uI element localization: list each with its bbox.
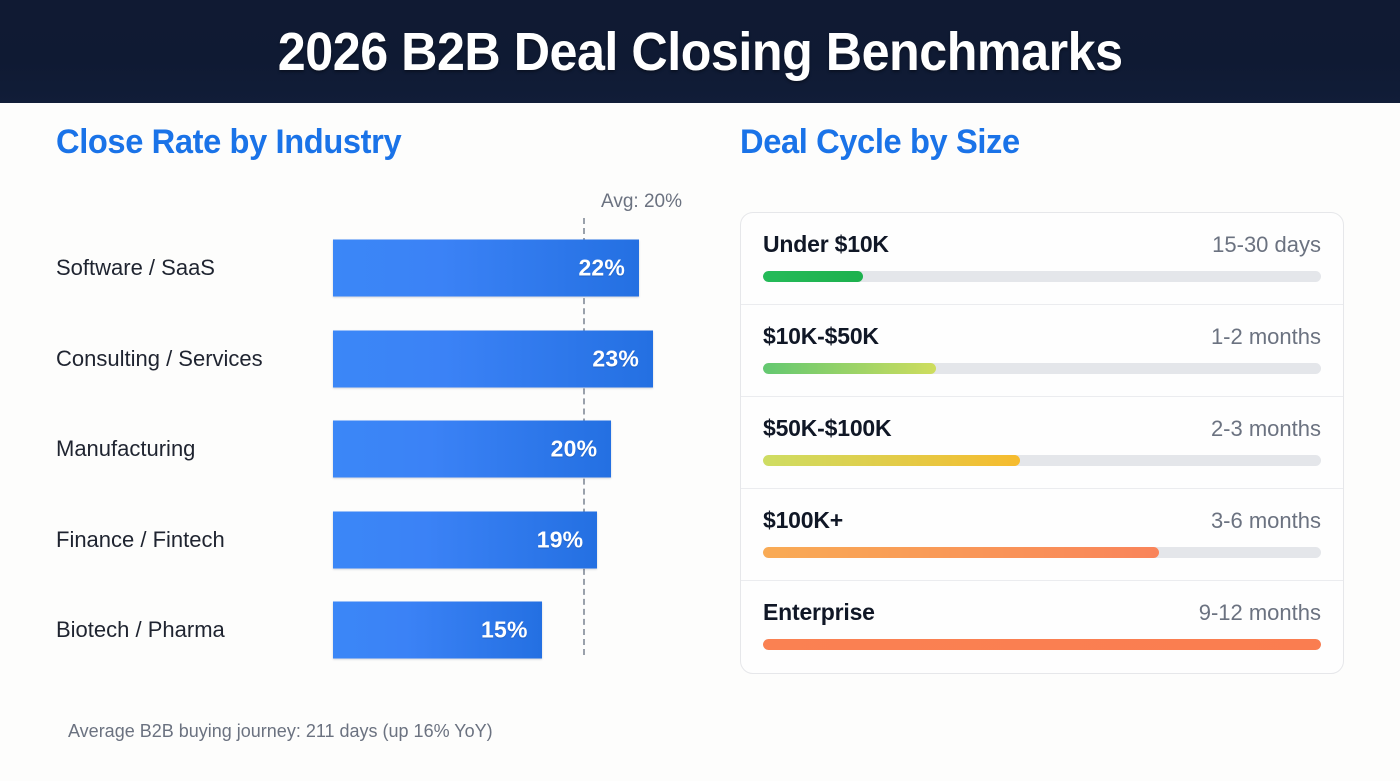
bar-fill: 22% [333,239,640,297]
bar-row-list: Software / SaaS 22% Consulting / Services 2… [56,223,696,676]
deal-size-label: Under $10K [763,231,889,257]
deal-cycle-row-header: Enterprise 9-12 months [763,601,1321,624]
bar-track: 19% [333,495,696,586]
deal-cycle-row: Under $10K 15-30 days [741,213,1343,305]
deal-size-label: $100K+ [763,507,844,533]
deal-duration-value: 3-6 months [1210,508,1321,533]
progress-fill [763,547,1160,558]
deal-cycle-heading: Deal Cycle by Size [740,123,1020,161]
deal-cycle-row: $100K+ 3-6 months [741,489,1343,581]
bar-category-label: Finance / Fintech [56,526,225,552]
progress-fill [763,271,864,282]
close-rate-chart: Avg: 20% Software / SaaS 22% Consulting / … [56,192,696,752]
progress-fill [763,363,936,374]
bar-track: 23% [333,314,696,405]
deal-duration-value: 1-2 months [1210,324,1321,349]
average-reference-label: Avg: 20% [601,191,682,212]
bar-row: Software / SaaS 22% [56,223,696,314]
deal-duration-value: 9-12 months [1198,600,1321,625]
progress-track [763,363,1321,374]
bar-value-label: 20% [550,435,598,462]
deal-cycle-card: Under $10K 15-30 days $10K-$50K 1-2 months $… [740,212,1344,674]
deal-cycle-row-header: Under $10K 15-30 days [763,233,1321,256]
chart-footnote: Average B2B buying journey: 211 days (up… [68,721,493,741]
bar-value-label: 15% [481,616,528,643]
deal-duration-value: 2-3 months [1210,416,1321,441]
deal-cycle-row: $10K-$50K 1-2 months [741,305,1343,397]
bar-fill: 15% [333,601,542,659]
bar-row: Consulting / Services 23% [56,314,696,405]
page-header: 2026 B2B Deal Closing Benchmarks [0,0,1400,103]
close-rate-heading: Close Rate by Industry [56,123,402,161]
deal-cycle-row: Enterprise 9-12 months [741,581,1343,673]
bar-value-label: 19% [536,526,584,553]
progress-track [763,455,1321,466]
progress-track [763,271,1321,282]
bar-value-label: 22% [578,254,626,281]
deal-cycle-panel: Deal Cycle by Size Under $10K 15-30 days $… [740,125,1344,755]
progress-track [763,547,1321,558]
deal-size-label: $50K-$100K [763,415,892,441]
bar-track: 15% [333,585,696,676]
bar-row: Manufacturing 20% [56,404,696,495]
progress-track [763,639,1321,650]
deal-cycle-row: $50K-$100K 2-3 months [741,397,1343,489]
bar-row: Finance / Fintech 19% [56,495,696,586]
close-rate-panel: Close Rate by Industry Avg: 20% Software… [56,125,696,755]
bar-category-label: Software / SaaS [56,255,215,281]
deal-size-label: Enterprise [763,599,875,625]
bar-category-label: Consulting / Services [56,345,263,371]
deal-cycle-row-header: $50K-$100K 2-3 months [763,417,1321,440]
bar-fill: 23% [333,330,653,388]
bar-fill: 19% [333,511,598,569]
bar-category-label: Manufacturing [56,436,196,462]
page-title: 2026 B2B Deal Closing Benchmarks [277,21,1123,82]
progress-fill [763,639,1321,650]
deal-duration-value: 15-30 days [1212,232,1321,257]
bar-value-label: 23% [592,345,639,372]
deal-cycle-row-header: $10K-$50K 1-2 months [763,325,1321,348]
deal-cycle-row-header: $100K+ 3-6 months [763,509,1321,532]
bar-category-label: Biotech / Pharma [56,617,225,643]
bar-track: 22% [333,223,696,314]
deal-size-label: $10K-$50K [763,323,879,349]
bar-track: 20% [333,404,696,495]
progress-fill [763,455,1020,466]
bar-row: Biotech / Pharma 15% [56,585,696,676]
bar-fill: 20% [333,420,612,478]
